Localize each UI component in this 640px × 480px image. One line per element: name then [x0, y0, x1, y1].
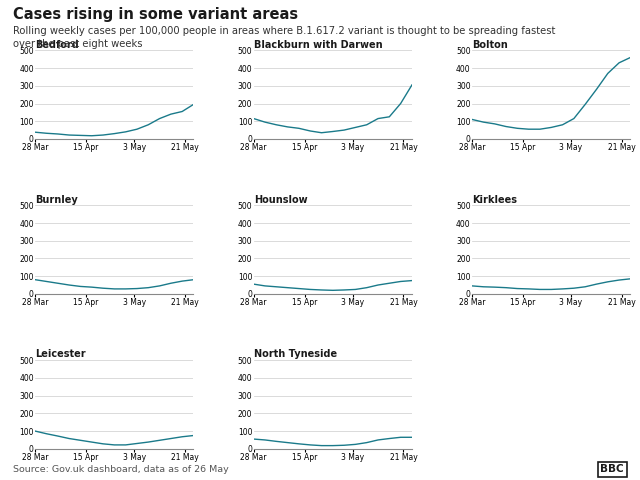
Text: Burnley: Burnley [35, 194, 78, 204]
Text: Rolling weekly cases per 100,000 people in areas where B.1.617.2 variant is thou: Rolling weekly cases per 100,000 people … [13, 26, 555, 36]
Text: over the past eight weeks: over the past eight weeks [13, 39, 142, 49]
Text: Bolton: Bolton [472, 40, 508, 49]
Text: Source: Gov.uk dashboard, data as of 26 May: Source: Gov.uk dashboard, data as of 26 … [13, 465, 228, 474]
Text: Kirklees: Kirklees [472, 194, 517, 204]
Text: Leicester: Leicester [35, 349, 86, 360]
Text: Blackburn with Darwen: Blackburn with Darwen [253, 40, 382, 49]
Text: North Tyneside: North Tyneside [253, 349, 337, 360]
Text: BBC: BBC [600, 464, 624, 474]
Text: Hounslow: Hounslow [253, 194, 307, 204]
Text: Bedford: Bedford [35, 40, 79, 49]
Text: Cases rising in some variant areas: Cases rising in some variant areas [13, 7, 298, 22]
